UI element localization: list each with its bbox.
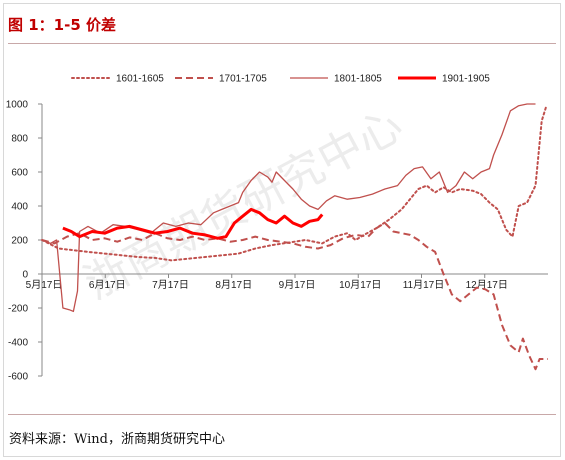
series-line-1801-1805 xyxy=(41,103,536,313)
title-underline xyxy=(8,43,556,44)
legend-label: 1601-1605 xyxy=(116,74,164,85)
x-tick-label: 9月17日 xyxy=(279,279,316,291)
x-tick-label: 10月17日 xyxy=(339,279,381,291)
y-tick-label: 0 xyxy=(22,270,28,281)
y-tick-label: 400 xyxy=(11,202,28,213)
y-tick-label: -200 xyxy=(8,304,28,315)
y-axis: -600 -400 -200 0 200 400 600 800 1000 xyxy=(6,100,43,383)
watermark: 浙商期货研究中心 xyxy=(76,99,411,309)
y-tick-label: 800 xyxy=(11,134,28,145)
y-tick-label: -400 xyxy=(8,338,28,349)
source-divider xyxy=(8,414,556,415)
y-tick-label: 600 xyxy=(11,168,28,179)
x-tick-label: 6月17日 xyxy=(89,279,126,291)
legend: 1601-1605 1701-1705 1801-1805 1901-1905 xyxy=(71,74,490,85)
x-tick-label: 5月17日 xyxy=(26,279,63,291)
series-group xyxy=(41,103,548,371)
legend-label: 1801-1805 xyxy=(334,74,382,85)
legend-label: 1701-1705 xyxy=(219,74,267,85)
series-line-1601-1605 xyxy=(41,106,547,262)
source-note: 资料来源：Wind，浙商期货研究中心 xyxy=(9,432,225,447)
y-tick-label: 200 xyxy=(11,236,28,247)
x-axis: 5月17日 6月17日 7月17日 8月17日 9月17日 10月17日 11月17日 12月… xyxy=(26,273,548,291)
x-tick-label: 11月17日 xyxy=(403,279,445,291)
series-line-1901-1905 xyxy=(62,207,324,240)
y-tick-label: -600 xyxy=(8,372,28,383)
x-tick-label: 7月17日 xyxy=(152,279,189,291)
figure-frame xyxy=(3,3,561,457)
series-line-1701-1705 xyxy=(41,222,548,371)
y-tick-label: 1000 xyxy=(6,100,29,111)
x-tick-label: 8月17日 xyxy=(215,279,252,291)
chart-title: 图 1：1-5 价差 xyxy=(8,16,116,34)
legend-label: 1901-1905 xyxy=(442,74,490,85)
